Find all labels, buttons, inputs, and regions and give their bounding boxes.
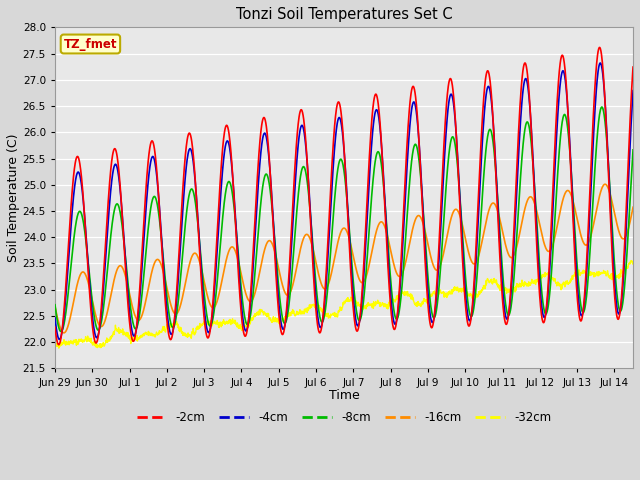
Text: TZ_fmet: TZ_fmet: [63, 37, 117, 50]
X-axis label: Time: Time: [329, 389, 360, 402]
Title: Tonzi Soil Temperatures Set C: Tonzi Soil Temperatures Set C: [236, 7, 452, 22]
Y-axis label: Soil Temperature (C): Soil Temperature (C): [7, 133, 20, 262]
Legend: -2cm, -4cm, -8cm, -16cm, -32cm: -2cm, -4cm, -8cm, -16cm, -32cm: [132, 407, 556, 429]
